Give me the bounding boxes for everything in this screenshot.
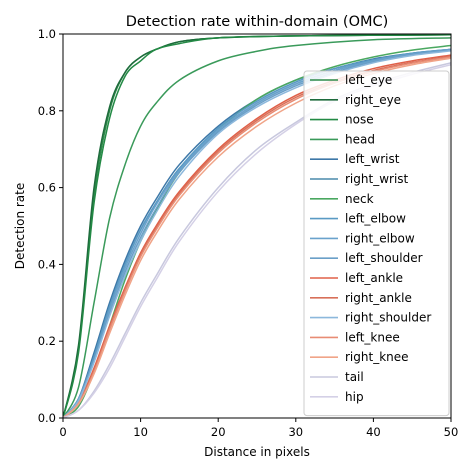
legend-label: left_knee	[345, 330, 400, 344]
legend-label: right_ankle	[345, 291, 412, 305]
legend-label: left_shoulder	[345, 251, 423, 265]
y-tick-label: 0.0	[38, 411, 56, 425]
legend-label: right_shoulder	[345, 311, 431, 325]
legend-box	[303, 70, 450, 417]
x-axis: 0 10 20 30 40 50	[59, 418, 458, 439]
y-tick-label: 0.6	[38, 181, 56, 195]
legend-label: right_knee	[345, 350, 409, 364]
y-axis-label: Detection rate	[13, 183, 27, 269]
legend-label: right_eye	[345, 93, 401, 107]
series-line-left-elbow	[63, 48, 451, 418]
x-tick-label: 10	[133, 425, 148, 439]
legend-label: neck	[345, 192, 374, 206]
legend-label: head	[345, 132, 375, 146]
legend-label: right_elbow	[345, 231, 415, 245]
legend-label: hip	[345, 390, 364, 404]
legend-label: tail	[345, 370, 364, 384]
legend-label: nose	[345, 113, 374, 127]
x-tick-label: 20	[211, 425, 226, 439]
x-tick-label: 50	[444, 425, 459, 439]
x-tick-label: 0	[59, 425, 66, 439]
x-axis-label: Distance in pixels	[204, 445, 310, 459]
legend-label: right_wrist	[345, 172, 409, 186]
y-axis: 0.0 0.2 0.4 0.6 0.8 1.0	[38, 27, 63, 425]
x-tick-label: 40	[366, 425, 381, 439]
plot-frame	[62, 33, 452, 419]
y-tick-label: 0.8	[38, 104, 56, 118]
series-line-head	[63, 37, 451, 418]
y-tick-label: 0.2	[38, 334, 56, 348]
x-tick-label: 30	[288, 425, 303, 439]
series-line-right-shoulder	[63, 50, 451, 418]
y-tick-label: 1.0	[38, 27, 56, 41]
series-line-nose	[63, 34, 451, 418]
y-tick-label: 0.4	[38, 257, 56, 271]
chart-title: Detection rate within-domain (OMC)	[126, 14, 389, 30]
legend-label: left_elbow	[345, 212, 406, 226]
legend-label: left_ankle	[345, 271, 403, 285]
legend-label: left_eye	[345, 73, 392, 87]
legend-label: left_wrist	[345, 152, 400, 166]
